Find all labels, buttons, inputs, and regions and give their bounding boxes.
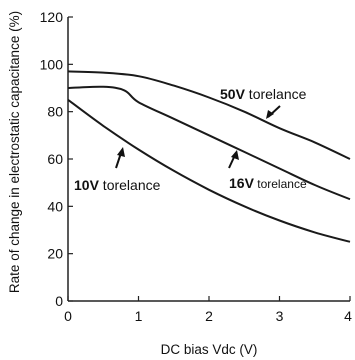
y-tick-label: 40 bbox=[47, 198, 63, 214]
x-tick-label: 1 bbox=[135, 308, 143, 324]
y-tick-label: 80 bbox=[47, 104, 63, 120]
x-tick-label: 2 bbox=[205, 308, 213, 324]
arrowhead-50v bbox=[266, 110, 274, 119]
label-10v: 10V torelance bbox=[74, 147, 161, 193]
y-tick-label: 100 bbox=[40, 56, 64, 72]
y-tick-label: 60 bbox=[47, 151, 63, 167]
y-ticks: 0 20 40 60 80 100 120 bbox=[40, 9, 73, 309]
x-tick-label: 3 bbox=[276, 308, 284, 324]
x-axis-title: DC bias Vdc (V) bbox=[161, 342, 258, 357]
y-tick-label: 120 bbox=[40, 9, 64, 25]
x-tick-label: 4 bbox=[344, 308, 352, 324]
arrowhead-16v bbox=[231, 150, 239, 160]
y-tick-label: 0 bbox=[55, 293, 63, 309]
series-line-50v bbox=[67, 70, 351, 160]
label-16v: 16V torelance bbox=[228, 150, 307, 191]
label-50v: 50V torelance bbox=[220, 86, 307, 119]
label-16v-text: 16V torelance bbox=[229, 175, 307, 191]
label-50v-text: 50V torelance bbox=[220, 86, 307, 102]
y-tick-label: 20 bbox=[47, 246, 63, 262]
x-tick-label: 0 bbox=[64, 308, 72, 324]
series-line-16v bbox=[67, 85, 351, 201]
x-ticks: 0 1 2 3 4 bbox=[64, 296, 352, 324]
label-10v-text: 10V torelance bbox=[74, 177, 161, 193]
series-lines bbox=[67, 70, 351, 243]
arrowhead-10v bbox=[117, 147, 125, 157]
y-axis-title: Rate of change in electrostatic capacita… bbox=[7, 11, 22, 293]
series-line-10v bbox=[67, 98, 351, 243]
